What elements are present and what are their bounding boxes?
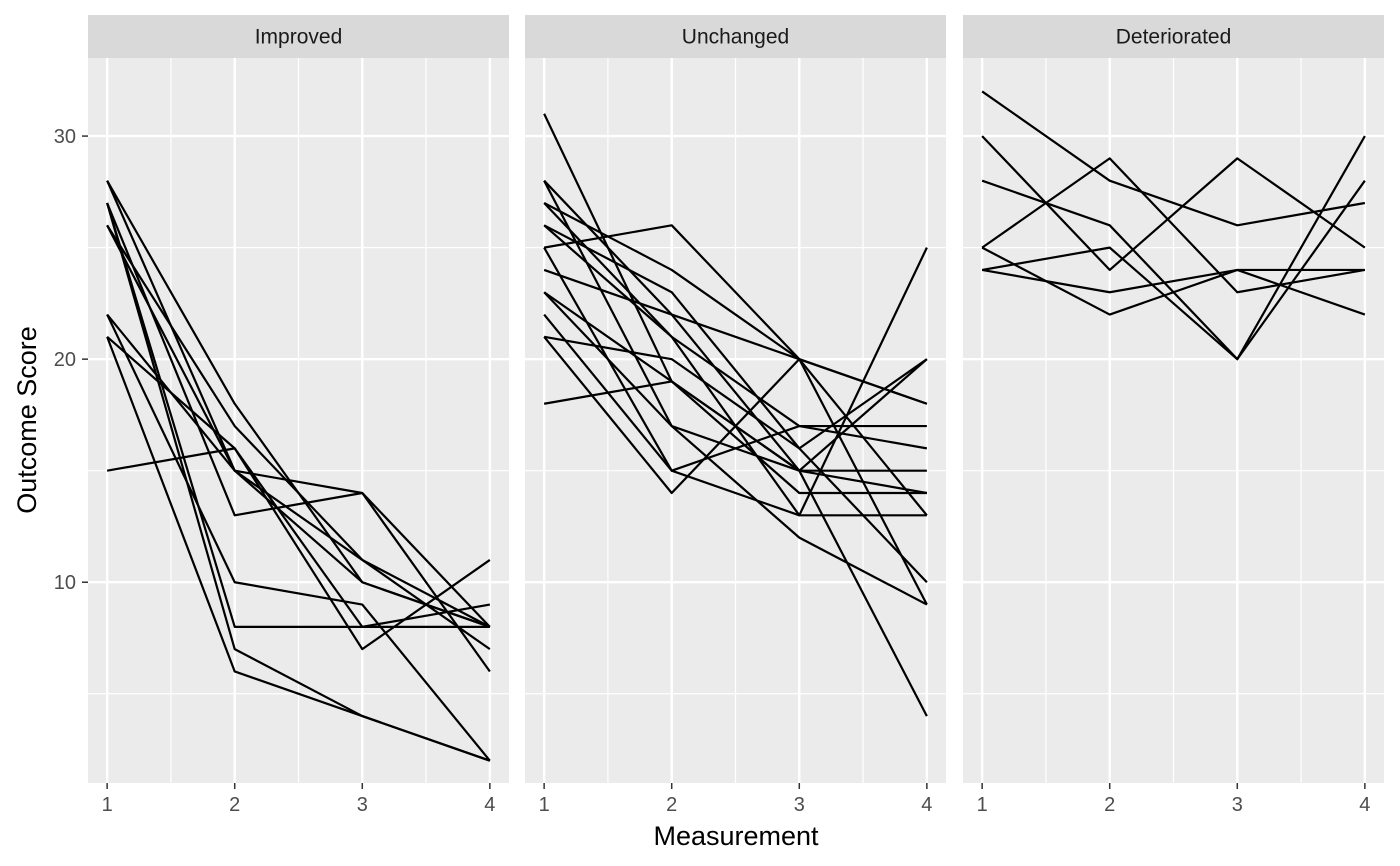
- facet-panel-improved: Improved 1 2 3 4: [88, 15, 509, 816]
- series-line: [981, 157, 1366, 294]
- series-line: [543, 224, 928, 450]
- facet-strip-label: Improved: [255, 26, 343, 49]
- x-tick-label: 2: [229, 794, 240, 816]
- x-tick-label: 4: [484, 794, 495, 816]
- y-tick-label: 10: [54, 572, 76, 594]
- series-line: [543, 291, 928, 717]
- series-line: [981, 90, 1366, 227]
- y-axis: 10 20 30: [54, 126, 88, 594]
- x-tick-label: 4: [1359, 794, 1370, 816]
- x-axis-title: Measurement: [653, 821, 819, 851]
- series-line: [106, 202, 490, 628]
- facet-strip: [88, 15, 509, 58]
- series-line: [106, 202, 491, 628]
- series-line: [981, 268, 1365, 294]
- series-line: [106, 336, 491, 651]
- x-tick-label: 1: [539, 794, 550, 816]
- x-tick-label: 4: [921, 794, 932, 816]
- x-tick-label: 1: [102, 794, 113, 816]
- series-line: [543, 336, 928, 495]
- series-line: [543, 180, 928, 606]
- series-line: [106, 314, 491, 762]
- series-line: [543, 224, 928, 450]
- series-line: [106, 224, 491, 628]
- facet-panel-deteriorated: Deteriorated 1 2 3 4: [963, 15, 1384, 816]
- y-axis-title: Outcome Score: [12, 326, 42, 514]
- series-line: [543, 179, 928, 472]
- series-line: [106, 447, 491, 628]
- series-line: [543, 380, 927, 495]
- x-tick-label: 2: [1104, 794, 1115, 816]
- series-line: [543, 224, 928, 606]
- series-line: [106, 336, 491, 762]
- x-tick-label: 3: [1232, 794, 1243, 816]
- facet-panels: Improved 1 2 3 4 Unchanged 1 2 3 4 Deteriorated 1 2 3…: [88, 15, 1384, 816]
- y-tick-label: 30: [54, 126, 76, 148]
- x-tick-label: 3: [794, 794, 805, 816]
- series-line: [543, 335, 928, 583]
- x-tick-label: 1: [977, 794, 988, 816]
- facet-panel-unchanged: Unchanged 1 2 3 4: [525, 15, 946, 816]
- facet-strip-label: Unchanged: [682, 26, 789, 49]
- x-tick-label: 3: [357, 794, 368, 816]
- y-tick-label: 20: [54, 349, 76, 371]
- facet-strip: [963, 15, 1384, 58]
- facet-strip: [525, 15, 946, 58]
- facet-strip-label: Deteriorated: [1116, 26, 1232, 49]
- x-tick-label: 2: [666, 794, 677, 816]
